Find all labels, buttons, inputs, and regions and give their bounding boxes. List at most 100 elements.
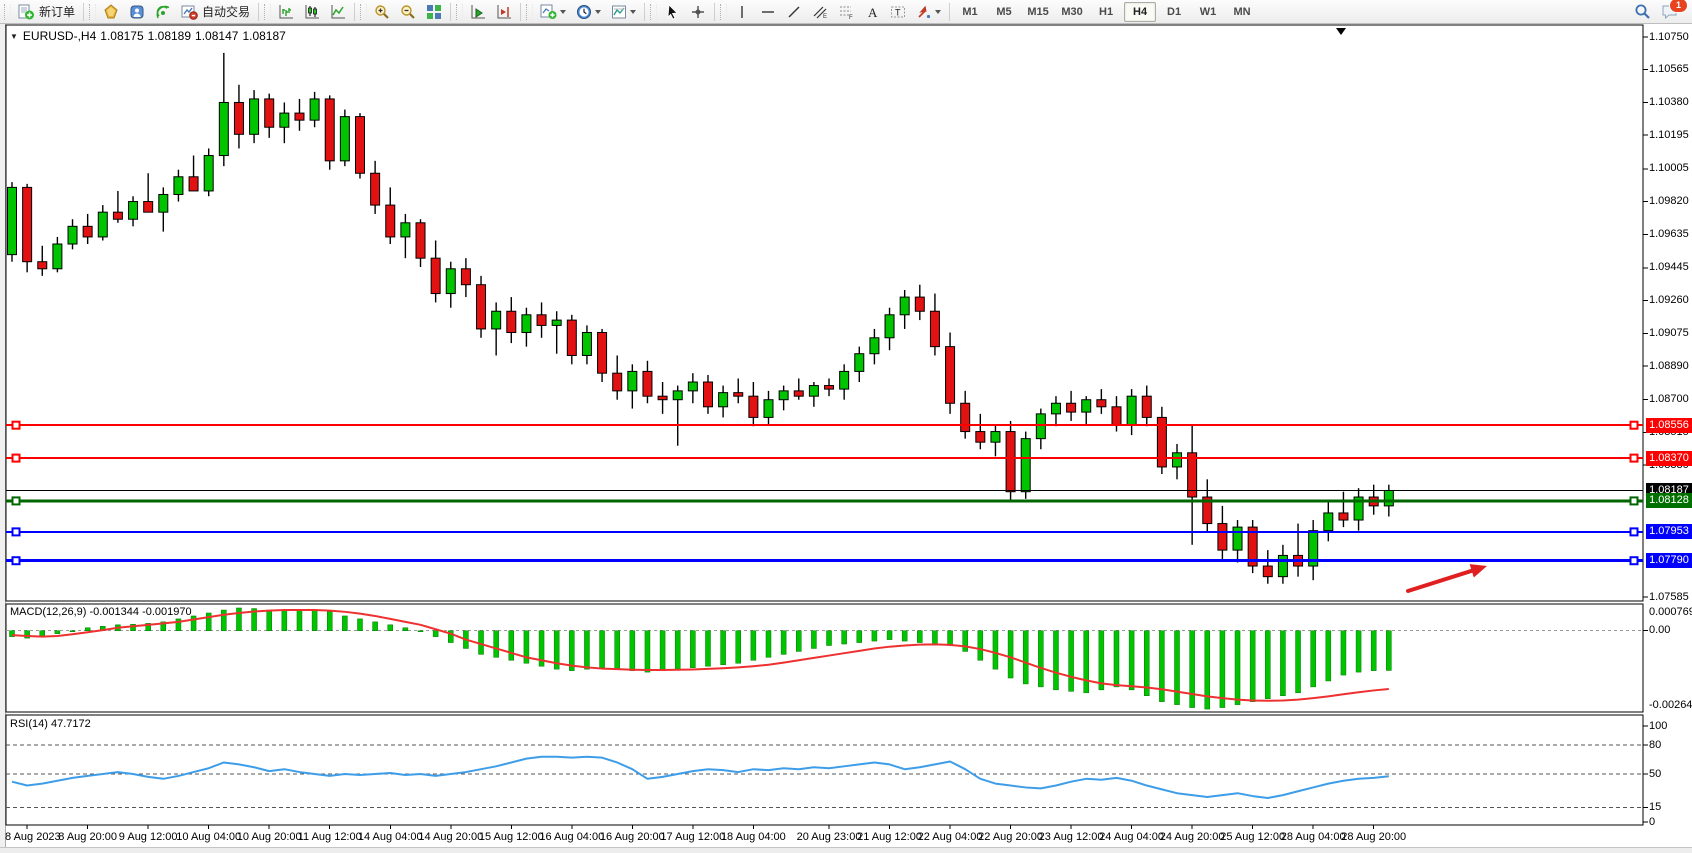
rsi-line — [11, 755, 1389, 799]
macd-bar — [735, 630, 741, 664]
arrows-dropdown-icon[interactable] — [935, 9, 942, 14]
svg-text:F: F — [849, 15, 853, 20]
arrow-annotation-head[interactable] — [1469, 564, 1487, 578]
periods-button[interactable] — [572, 1, 605, 23]
rsi-axis-label: 80 — [1649, 738, 1662, 751]
rsi-axis-label: 100 — [1649, 719, 1668, 732]
autotrading-button[interactable]: 自动交易 — [177, 1, 254, 23]
toolbar-separator — [354, 2, 356, 21]
trendline-button[interactable] — [782, 1, 806, 23]
chat-button[interactable]: 1 — [1657, 0, 1688, 23]
timeframe-w1-button[interactable]: W1 — [1199, 5, 1217, 18]
candle-bear — [370, 172, 381, 206]
y-axis-label: 1.10380 — [1649, 95, 1689, 108]
timeframe-m5-button[interactable]: M5 — [996, 5, 1012, 18]
horizontal-line-button[interactable] — [756, 1, 780, 23]
candlestick-chart-button[interactable] — [300, 1, 324, 23]
hline-handle[interactable] — [1629, 556, 1639, 566]
hline-handle[interactable] — [1629, 527, 1639, 537]
x-axis-label: 16 Aug 04:00 — [539, 831, 605, 843]
metaeditor-button[interactable] — [99, 1, 123, 23]
candle-bull — [1232, 526, 1243, 551]
candle-bear — [929, 310, 940, 348]
toolbar-separator — [644, 2, 646, 21]
x-axis-label: 23 Aug 12:00 — [1038, 831, 1104, 843]
templates-button[interactable] — [607, 1, 640, 23]
zoom-in-button[interactable] — [370, 1, 394, 23]
timeframe-h1-button[interactable]: H1 — [1099, 5, 1114, 18]
hline-handle[interactable] — [11, 420, 21, 430]
y-axis-label: 1.10005 — [1649, 162, 1689, 175]
toolbar-grip[interactable] — [456, 3, 464, 20]
macd-bar — [160, 621, 167, 631]
new-order-button[interactable]: 新订单 — [14, 1, 79, 23]
arrow-annotation-shaft[interactable] — [1406, 568, 1474, 593]
cursor-button[interactable] — [660, 1, 684, 23]
candle-bull — [158, 193, 169, 213]
hline-handle[interactable] — [11, 527, 21, 537]
vertical-line-button[interactable] — [730, 1, 754, 23]
macd-bar — [917, 630, 923, 643]
fibonacci-button[interactable]: F — [834, 1, 858, 23]
arrows-button[interactable] — [912, 1, 945, 23]
toolbar-grip[interactable] — [264, 3, 272, 20]
equidistant-channel-button[interactable]: E — [808, 1, 832, 23]
hline-handle[interactable] — [1629, 496, 1639, 506]
hline-handle[interactable] — [1629, 453, 1639, 463]
timeframe-m1-button[interactable]: M1 — [962, 5, 978, 18]
candle-bear — [1202, 496, 1213, 525]
candle-bull — [581, 331, 592, 356]
search-button[interactable] — [1630, 1, 1655, 23]
rsi-axis-label: 15 — [1649, 801, 1662, 814]
toolbar-grip[interactable] — [360, 3, 368, 20]
candle-bull — [899, 296, 910, 316]
toolbar-grip[interactable] — [720, 3, 728, 20]
signals-button[interactable] — [151, 1, 175, 23]
macd-bar — [1189, 630, 1195, 708]
periods-dropdown-icon[interactable] — [595, 9, 602, 14]
cursor-icon — [664, 3, 680, 20]
toolbar-separator — [520, 2, 522, 21]
chart-shift-marker[interactable] — [1336, 28, 1346, 35]
templates-dropdown-icon[interactable] — [630, 9, 637, 14]
rsi-panel[interactable] — [5, 714, 1644, 826]
timeframe-m30-button[interactable]: M30 — [1061, 5, 1083, 18]
toolbar-grip[interactable] — [526, 3, 534, 20]
timeframe-m15-button[interactable]: M15 — [1027, 5, 1049, 18]
toolbar-grip[interactable] — [4, 3, 11, 20]
notification-badge[interactable]: 1 — [1669, 0, 1688, 13]
candle-bull — [279, 112, 290, 128]
tile-windows-button[interactable] — [422, 1, 446, 23]
chart-shift-button[interactable] — [492, 1, 516, 23]
text-label-button[interactable]: T — [886, 1, 910, 23]
x-axis-label: 10 Aug 04:00 — [176, 831, 242, 843]
line-chart-button[interactable] — [326, 1, 350, 23]
toolbar-grip[interactable] — [89, 3, 97, 20]
market-button[interactable] — [125, 1, 149, 23]
hline-handle[interactable] — [11, 453, 21, 463]
macd-bar — [841, 630, 847, 645]
timeframe-mn-button[interactable]: MN — [1233, 5, 1251, 18]
crosshair-button[interactable] — [686, 1, 710, 23]
timeframe-d1-button[interactable]: D1 — [1167, 5, 1182, 18]
hline-handle[interactable] — [11, 556, 21, 566]
candle-bear — [324, 98, 335, 162]
bar-chart-button[interactable] — [274, 1, 298, 23]
text-button[interactable]: A — [860, 1, 884, 23]
toolbar-grip[interactable] — [650, 3, 658, 20]
indicators-button[interactable] — [536, 1, 570, 23]
auto-scroll-button[interactable] — [466, 1, 490, 23]
candle-bear — [233, 101, 244, 135]
x-axis-label: 14 Aug 20:00 — [418, 831, 484, 843]
timeframe-h4-button[interactable]: H4 — [1124, 1, 1157, 22]
candle-bull — [778, 390, 789, 401]
macd-bar — [236, 607, 242, 631]
macd-panel[interactable] — [5, 603, 1644, 713]
zoom-out-button[interactable] — [396, 1, 420, 23]
hline-handle[interactable] — [1629, 420, 1639, 430]
chart-collapse-icon[interactable]: ▼ — [10, 32, 18, 41]
indicators-dropdown-icon[interactable] — [560, 9, 567, 14]
autotrading-icon — [181, 4, 198, 20]
hline-handle[interactable] — [11, 496, 21, 506]
